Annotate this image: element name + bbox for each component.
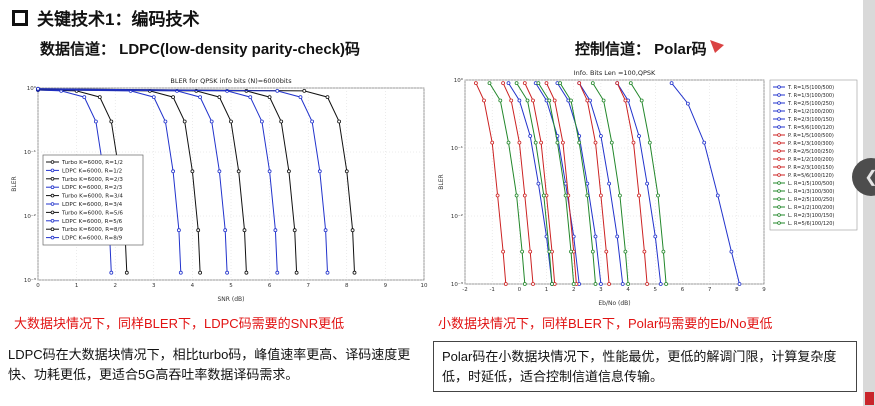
svg-text:5: 5 xyxy=(654,287,658,293)
svg-text:2: 2 xyxy=(572,287,576,293)
svg-text:-1: -1 xyxy=(489,287,494,293)
svg-text:1: 1 xyxy=(545,287,549,293)
svg-text:Turbo K=6000, R=3/4: Turbo K=6000, R=3/4 xyxy=(61,194,123,200)
svg-text:6: 6 xyxy=(681,287,685,293)
svg-text:4: 4 xyxy=(626,287,630,293)
svg-text:BLER for QPSK info bits (N)=60: BLER for QPSK info bits (N)=6000bits xyxy=(170,77,292,85)
right-edge-strip xyxy=(863,0,875,406)
svg-text:T. R=2/3(100/150): T. R=2/3(100/150) xyxy=(787,117,834,123)
svg-text:3: 3 xyxy=(599,287,603,293)
svg-text:1: 1 xyxy=(75,283,79,289)
svg-text:7: 7 xyxy=(708,287,712,293)
svg-text:10⁻¹: 10⁻¹ xyxy=(24,149,36,156)
svg-text:P. R=5/6(100/120): P. R=5/6(100/120) xyxy=(788,173,834,179)
chevron-left-icon: ❮ xyxy=(864,167,875,187)
svg-text:-2: -2 xyxy=(462,287,467,293)
ldpc-summary-note: LDPC码在大数据块情况下，相比turbo码，峰值速率更高、译码速度更快、功耗更… xyxy=(8,347,411,382)
polar-bler-chart: -2 -1 0 1 2 3 4 5 6 7 8 9 10⁰ 10⁻¹ 10⁻² 10⁻³ Info. Bits … xyxy=(435,66,861,313)
svg-text:P. R=2/3(100/150): P. R=2/3(100/150) xyxy=(788,165,834,171)
svg-text:SNR (dB): SNR (dB) xyxy=(218,296,245,303)
corner-red-mark xyxy=(865,392,874,405)
red-pointer-annotation xyxy=(708,38,734,61)
svg-text:LDPC K=6000, R=2/3: LDPC K=6000, R=2/3 xyxy=(62,185,123,191)
svg-text:Turbo K=6000, R=5/6: Turbo K=6000, R=5/6 xyxy=(61,210,123,216)
svg-text:9: 9 xyxy=(384,283,388,289)
polar-conclusion-caption: 小数据块情况下，同样BLER下，Polar码需要的Eb/No更低 xyxy=(438,316,773,331)
svg-text:L. R=5/6(100/120): L. R=5/6(100/120) xyxy=(788,221,834,227)
svg-text:LDPC K=6000, R=1/2: LDPC K=6000, R=1/2 xyxy=(62,168,122,174)
control-channel-heading: 控制信道： Polar码 xyxy=(575,41,707,58)
svg-text:Turbo K=6000, R=1/2: Turbo K=6000, R=1/2 xyxy=(61,160,123,166)
svg-text:Eb/No (dB): Eb/No (dB) xyxy=(598,300,630,307)
svg-text:P. R=1/5(100/500): P. R=1/5(100/500) xyxy=(788,133,834,139)
svg-text:9: 9 xyxy=(762,287,766,293)
slide-title-row: 关键技术1：编码技术 xyxy=(12,5,199,30)
svg-text:3: 3 xyxy=(152,283,156,289)
svg-text:L. R=2/5(100/250): L. R=2/5(100/250) xyxy=(788,197,834,203)
ldpc-bler-chart: 0 1 2 3 4 5 6 7 8 9 10 10⁰ 10⁻¹ 10⁻² 10⁻³ BLER for QPSK… xyxy=(8,74,432,309)
svg-text:T. R=1/5(100/500): T. R=1/5(100/500) xyxy=(787,85,834,91)
svg-text:10⁰: 10⁰ xyxy=(454,77,464,84)
svg-text:P. R=1/3(100/300): P. R=1/3(100/300) xyxy=(788,141,834,147)
svg-text:10⁻²: 10⁻² xyxy=(451,213,463,220)
svg-text:10⁻³: 10⁻³ xyxy=(24,277,36,284)
svg-text:Turbo K=6000, R=2/3: Turbo K=6000, R=2/3 xyxy=(61,177,123,183)
svg-text:L. R=2/3(100/150): L. R=2/3(100/150) xyxy=(788,213,834,219)
svg-text:P. R=1/2(100/200): P. R=1/2(100/200) xyxy=(788,157,834,163)
square-bullet-icon xyxy=(12,9,28,26)
svg-text:10: 10 xyxy=(421,283,428,289)
svg-text:BLER: BLER xyxy=(438,174,445,189)
svg-text:Turbo K=6000, R=8/9: Turbo K=6000, R=8/9 xyxy=(61,227,123,233)
svg-text:LDPC K=6000, R=8/9: LDPC K=6000, R=8/9 xyxy=(62,236,123,242)
prev-chevron-button[interactable]: ❮ xyxy=(852,158,875,196)
ldpc-conclusion-caption: 大数据块情况下，同样BLER下，LDPC码需要的SNR更低 xyxy=(14,316,345,331)
svg-text:L. R=1/2(100/200): L. R=1/2(100/200) xyxy=(788,205,834,211)
polar-summary-note-box: Polar码在小数据块情况下，性能最优，更低的解调门限，计算复杂度低，时延低，适… xyxy=(433,341,857,392)
svg-text:7: 7 xyxy=(306,283,310,289)
svg-text:10⁻¹: 10⁻¹ xyxy=(451,145,463,152)
svg-text:10⁻²: 10⁻² xyxy=(24,213,36,220)
data-channel-heading: 数据信道： LDPC(low-density parity-check)码 xyxy=(40,41,361,58)
page-title: 关键技术1：编码技术 xyxy=(37,10,200,29)
svg-text:LDPC K=6000, R=5/6: LDPC K=6000, R=5/6 xyxy=(62,219,123,225)
svg-text:T. R=1/2(100/200): T. R=1/2(100/200) xyxy=(787,109,834,115)
svg-text:T. R=5/6(100/120): T. R=5/6(100/120) xyxy=(787,125,834,131)
svg-text:10⁰: 10⁰ xyxy=(27,85,37,92)
svg-text:10⁻³: 10⁻³ xyxy=(451,281,463,288)
svg-text:8: 8 xyxy=(345,283,349,289)
svg-text:Info. Bits Len =100,QPSK: Info. Bits Len =100,QPSK xyxy=(574,69,656,77)
svg-text:L. R=1/5(100/500): L. R=1/5(100/500) xyxy=(788,181,834,187)
svg-text:BLER: BLER xyxy=(11,176,18,191)
svg-text:4: 4 xyxy=(191,283,195,289)
svg-text:L. R=1/3(100/300): L. R=1/3(100/300) xyxy=(788,189,834,195)
svg-text:6: 6 xyxy=(268,283,272,289)
svg-text:LDPC K=6000, R=3/4: LDPC K=6000, R=3/4 xyxy=(62,202,123,208)
svg-text:0: 0 xyxy=(518,287,522,293)
svg-text:2: 2 xyxy=(113,283,117,289)
svg-text:5: 5 xyxy=(229,283,233,289)
svg-text:0: 0 xyxy=(36,283,40,289)
svg-text:T. R=1/3(100/300): T. R=1/3(100/300) xyxy=(787,93,834,99)
svg-text:T. R=2/5(100/250): T. R=2/5(100/250) xyxy=(787,101,834,107)
svg-text:P. R=2/5(100/250): P. R=2/5(100/250) xyxy=(788,149,834,155)
svg-text:8: 8 xyxy=(735,287,739,293)
